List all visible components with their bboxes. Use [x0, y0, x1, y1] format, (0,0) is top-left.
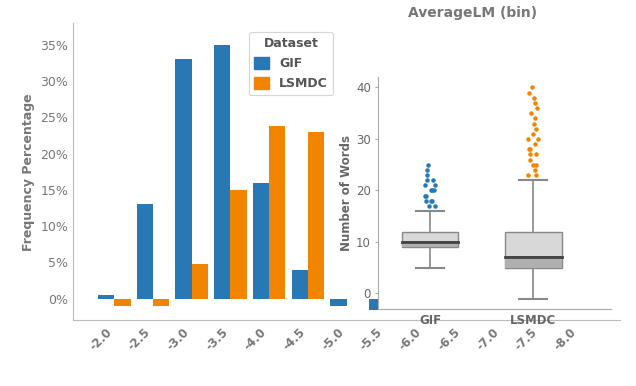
Point — [530, 115, 541, 122]
Point — [530, 100, 541, 106]
Text: AverageLM (bin): AverageLM (bin) — [408, 6, 537, 20]
Bar — [214, 45, 230, 299]
Point — [529, 120, 539, 127]
PathPatch shape — [402, 232, 459, 247]
Bar — [114, 299, 130, 306]
Bar — [137, 205, 153, 299]
Point — [426, 187, 436, 193]
Point — [423, 162, 433, 168]
Point — [422, 172, 432, 178]
Point — [523, 136, 533, 142]
Bar — [230, 190, 247, 299]
Point — [530, 162, 541, 168]
Bar — [579, 299, 595, 302]
Bar — [98, 295, 114, 299]
Point — [422, 193, 432, 199]
Point — [524, 146, 534, 152]
Point — [525, 146, 535, 152]
Point — [529, 95, 539, 101]
Point — [426, 198, 436, 204]
Point — [531, 172, 541, 178]
Point — [420, 193, 431, 199]
Point — [533, 136, 543, 142]
Bar — [269, 126, 286, 299]
Bar — [153, 299, 169, 306]
Y-axis label: Frequency Percentage: Frequency Percentage — [22, 93, 35, 251]
Point — [427, 187, 437, 193]
Point — [531, 151, 541, 157]
Point — [525, 156, 536, 163]
Point — [429, 177, 439, 183]
Point — [532, 105, 543, 111]
Y-axis label: Number of Words: Number of Words — [340, 135, 353, 251]
Point — [529, 131, 539, 137]
Point — [531, 125, 541, 132]
Point — [528, 162, 538, 168]
Point — [523, 172, 534, 178]
Point — [527, 85, 537, 91]
Bar — [308, 132, 324, 299]
Bar — [424, 277, 440, 299]
Bar — [191, 264, 208, 299]
Bar — [253, 183, 269, 299]
Point — [429, 187, 439, 193]
Point — [420, 182, 430, 188]
Bar — [176, 59, 191, 299]
Bar — [540, 299, 556, 302]
Point — [530, 167, 540, 173]
Bar — [385, 230, 401, 299]
Point — [526, 110, 536, 116]
Legend: GIF, LSMDC: GIF, LSMDC — [249, 32, 333, 95]
Point — [422, 177, 432, 183]
Point — [427, 198, 438, 204]
Bar — [463, 284, 479, 299]
Point — [429, 203, 439, 209]
Bar — [505, 257, 562, 267]
Point — [530, 141, 540, 147]
Point — [430, 182, 440, 188]
Point — [422, 167, 432, 173]
Point — [525, 90, 535, 96]
Bar — [502, 291, 518, 299]
Bar — [369, 299, 385, 310]
Bar — [330, 299, 347, 306]
Point — [525, 151, 535, 157]
Bar — [402, 242, 459, 247]
Point — [424, 203, 434, 209]
PathPatch shape — [505, 232, 562, 267]
Bar — [292, 270, 308, 299]
Point — [422, 198, 432, 204]
